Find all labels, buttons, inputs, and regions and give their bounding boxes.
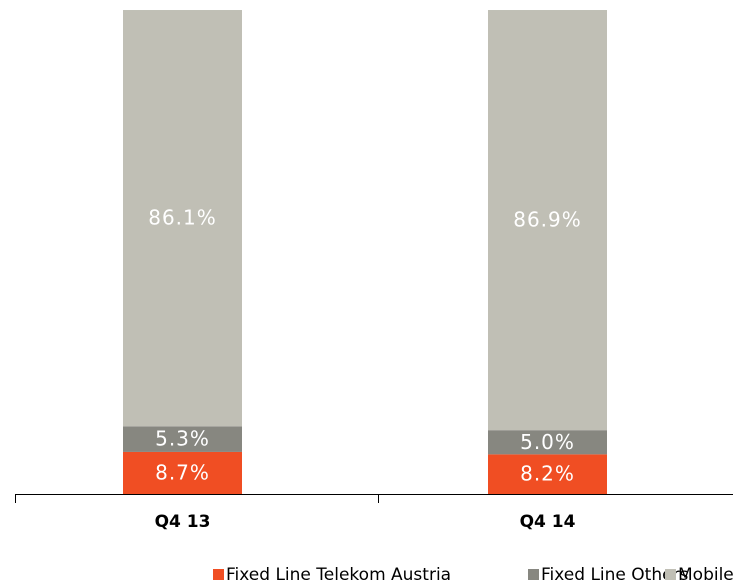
- bar-segment: [488, 454, 607, 494]
- bar-segment: [123, 451, 242, 494]
- legend-swatch: [213, 569, 224, 580]
- legend-swatch: [528, 569, 539, 580]
- value-label: 86.9%: [513, 208, 582, 232]
- value-label: 8.2%: [520, 462, 575, 486]
- legend-swatch: [665, 569, 676, 580]
- x-tick-label: Q4 13: [155, 512, 211, 532]
- x-tick-label: Q4 14: [520, 512, 576, 532]
- bar-segment: [488, 10, 607, 431]
- legend-label: Fixed Line Others: [541, 565, 689, 585]
- value-label: 5.3%: [155, 427, 210, 451]
- legend-label: Fixed Line Telekom Austria: [226, 565, 451, 585]
- value-label: 86.1%: [148, 206, 217, 230]
- bar-segment: [123, 426, 242, 452]
- bar-segment: [123, 10, 242, 427]
- legend-label: Mobile: [678, 565, 733, 585]
- bar-segment: [488, 430, 607, 455]
- value-label: 5.0%: [520, 430, 575, 454]
- value-label: 8.7%: [155, 460, 210, 484]
